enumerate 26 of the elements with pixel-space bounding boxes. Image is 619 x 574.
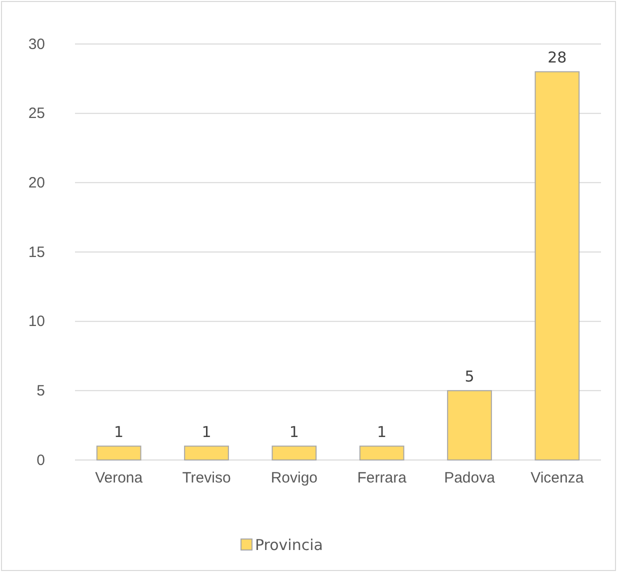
bar bbox=[272, 446, 317, 460]
x-tick-label: Ferrara bbox=[357, 470, 408, 487]
x-tick-label: Treviso bbox=[182, 470, 231, 487]
bar bbox=[359, 446, 404, 460]
bar bbox=[447, 390, 492, 460]
bar bbox=[96, 446, 142, 460]
data-label: 1 bbox=[289, 423, 299, 442]
data-label: 1 bbox=[377, 423, 387, 442]
y-tick-label: 20 bbox=[28, 174, 45, 192]
y-tick-label: 10 bbox=[28, 313, 45, 330]
bar bbox=[534, 71, 580, 460]
x-tick-label: Padova bbox=[444, 470, 496, 487]
x-tick-label: Rovigo bbox=[270, 470, 318, 487]
y-tick-label: 5 bbox=[36, 382, 45, 400]
data-label: 28 bbox=[548, 48, 567, 67]
bar bbox=[184, 446, 229, 460]
x-tick-label: Verona bbox=[95, 470, 144, 487]
y-tick-label: 30 bbox=[28, 36, 45, 53]
y-tick-label: 0 bbox=[36, 452, 45, 469]
y-tick-label: 15 bbox=[28, 244, 45, 261]
data-label: 1 bbox=[202, 423, 212, 442]
legend-label: Provincia bbox=[255, 536, 323, 554]
data-label: 1 bbox=[114, 423, 124, 442]
y-tick-label: 25 bbox=[28, 105, 45, 122]
data-label: 5 bbox=[464, 368, 474, 386]
x-tick-label: Vicenza bbox=[530, 470, 584, 487]
